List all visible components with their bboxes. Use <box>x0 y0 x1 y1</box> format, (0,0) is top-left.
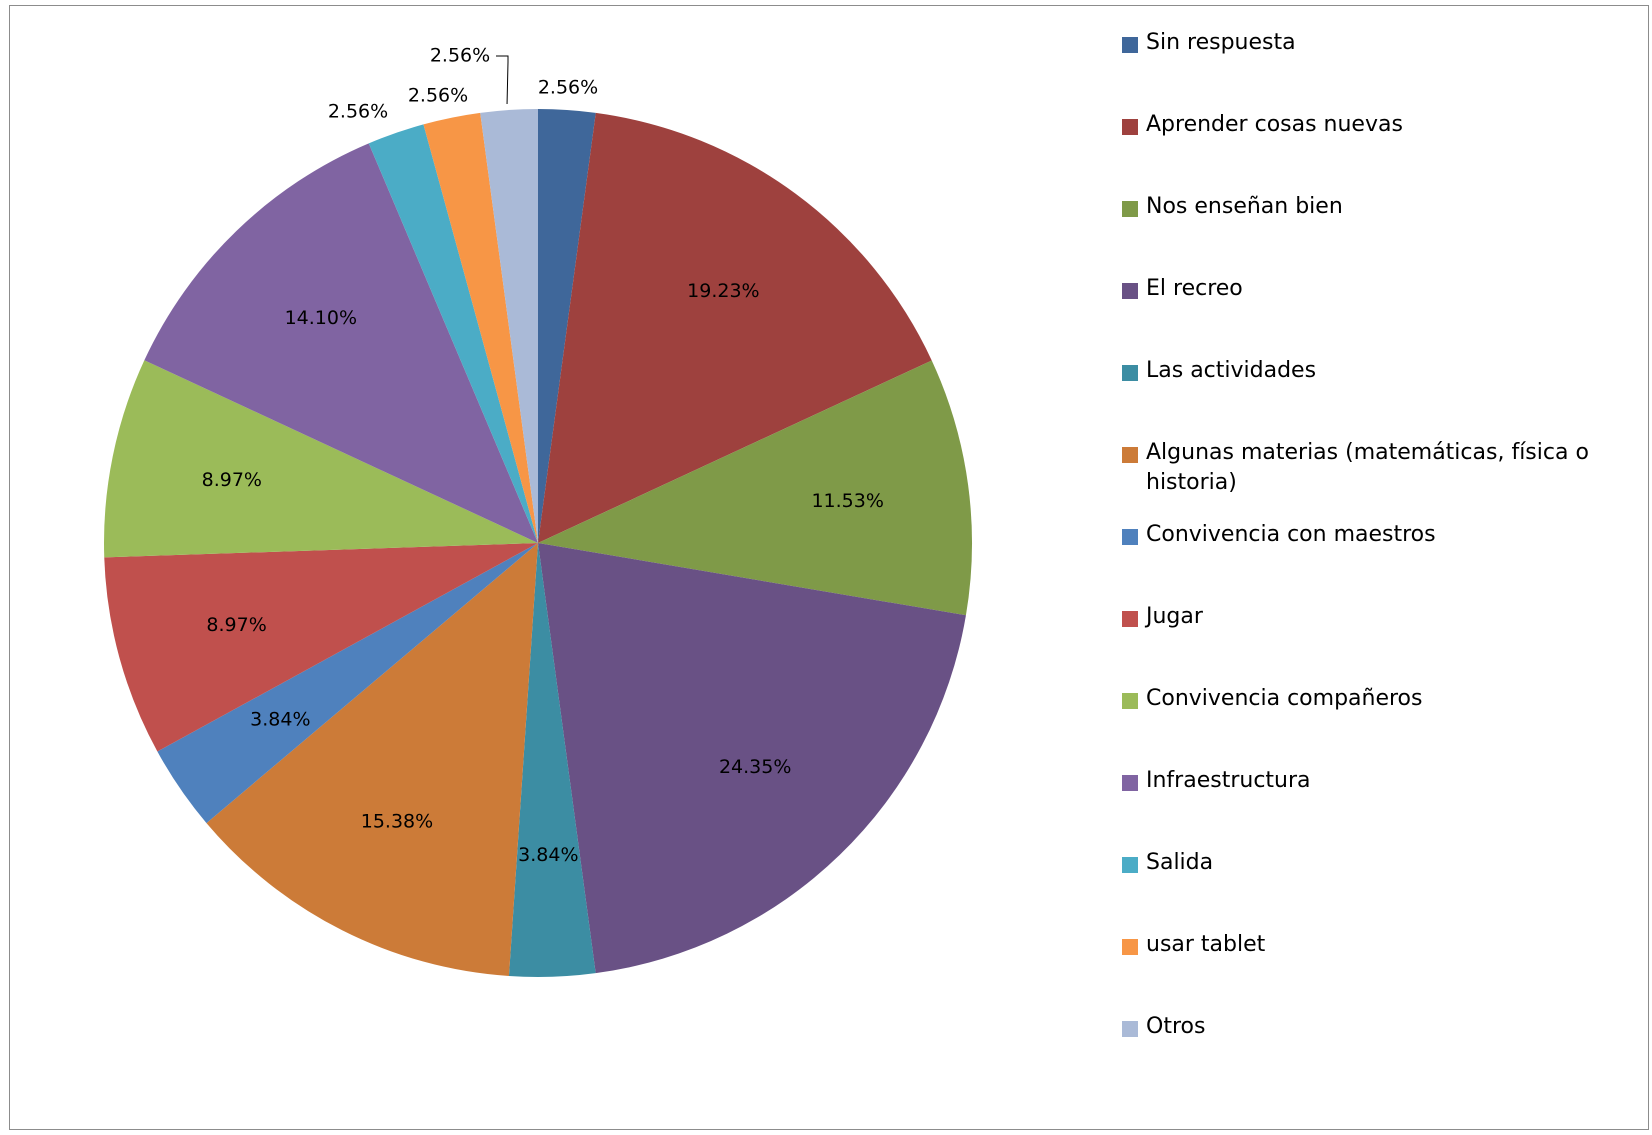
legend-label: Convivencia con maestros <box>1146 522 1436 547</box>
legend-item: Algunas materias (matemáticas, física o … <box>1122 438 1652 498</box>
legend-item: Infraestructura <box>1122 766 1652 796</box>
data-label-6: 3.84% <box>250 708 310 730</box>
leader-line-12 <box>496 55 509 104</box>
legend-swatch <box>1122 37 1138 53</box>
legend-swatch <box>1122 447 1138 463</box>
legend-swatch <box>1122 365 1138 381</box>
legend-label: usar tablet <box>1146 932 1266 957</box>
pie-slice-5 <box>206 543 538 977</box>
chart-frame: 2.56% 19.23% 11.53% 24.35% 3.84% 15.38% 3.84% 8… <box>9 5 1649 1130</box>
legend-item: Las actividades <box>1122 356 1652 386</box>
legend-item: El recreo <box>1122 274 1652 304</box>
data-label-10: 2.56% <box>328 101 388 123</box>
legend-label: Jugar <box>1146 604 1203 629</box>
pie-slice-1 <box>538 112 932 544</box>
pie-slice-3 <box>538 543 966 974</box>
legend-item: Jugar <box>1122 602 1652 632</box>
data-label-4: 3.84% <box>518 844 578 866</box>
pie-slice-12 <box>480 109 538 543</box>
pie-slice-2 <box>538 360 972 616</box>
pie-slice-8 <box>104 360 538 558</box>
data-label-5: 15.38% <box>361 810 433 832</box>
pie-slice-0 <box>538 109 596 543</box>
data-label-7: 8.97% <box>206 614 266 636</box>
pie-slice-6 <box>157 543 538 824</box>
legend-swatch <box>1122 857 1138 873</box>
legend-label: Salida <box>1146 850 1214 875</box>
data-label-11: 2.56% <box>408 85 468 107</box>
data-label-8: 8.97% <box>202 469 262 491</box>
legend-label: Otros <box>1146 1014 1206 1039</box>
legend-item: usar tablet <box>1122 930 1652 960</box>
pie-slice-4 <box>508 543 596 977</box>
legend-swatch <box>1122 1021 1138 1037</box>
legend-label: Sin respuesta <box>1146 30 1296 55</box>
legend-item: Salida <box>1122 848 1652 878</box>
legend-label: Las actividades <box>1146 358 1317 383</box>
legend-swatch <box>1122 119 1138 135</box>
legend-label: Algunas materias (matemáticas, física o … <box>1146 440 1589 495</box>
pie-slice-9 <box>144 143 538 543</box>
legend-swatch <box>1122 611 1138 627</box>
legend-label: Nos enseñan bien <box>1146 194 1343 219</box>
legend-swatch <box>1122 283 1138 299</box>
legend-item: Aprender cosas nuevas <box>1122 110 1652 140</box>
data-label-1: 19.23% <box>687 280 759 302</box>
legend-item: Otros <box>1122 1012 1652 1042</box>
legend-item: Convivencia con maestros <box>1122 520 1652 550</box>
legend-swatch <box>1122 529 1138 545</box>
pie-slice-10 <box>368 124 538 544</box>
legend-label: El recreo <box>1146 276 1243 301</box>
legend-swatch <box>1122 201 1138 217</box>
legend-swatch <box>1122 775 1138 791</box>
legend-swatch <box>1122 939 1138 955</box>
legend-label: Infraestructura <box>1146 768 1311 793</box>
legend-label: Aprender cosas nuevas <box>1146 112 1403 137</box>
legend-item: Convivencia compañeros <box>1122 684 1652 714</box>
legend-item: Sin respuesta <box>1122 28 1652 58</box>
legend-label: Convivencia compañeros <box>1146 686 1423 711</box>
pie-slice-11 <box>423 112 538 544</box>
data-label-12: 2.56% <box>430 45 490 67</box>
data-label-0: 2.56% <box>538 77 598 99</box>
data-label-9: 14.10% <box>285 307 357 329</box>
pie-slice-7 <box>104 543 538 752</box>
legend-swatch <box>1122 693 1138 709</box>
pie-chart: 2.56% 19.23% 11.53% 24.35% 3.84% 15.38% 3.84% 8… <box>104 45 972 977</box>
data-label-3: 24.35% <box>719 756 791 778</box>
data-label-2: 11.53% <box>811 490 883 512</box>
legend-item: Nos enseñan bien <box>1122 192 1652 222</box>
